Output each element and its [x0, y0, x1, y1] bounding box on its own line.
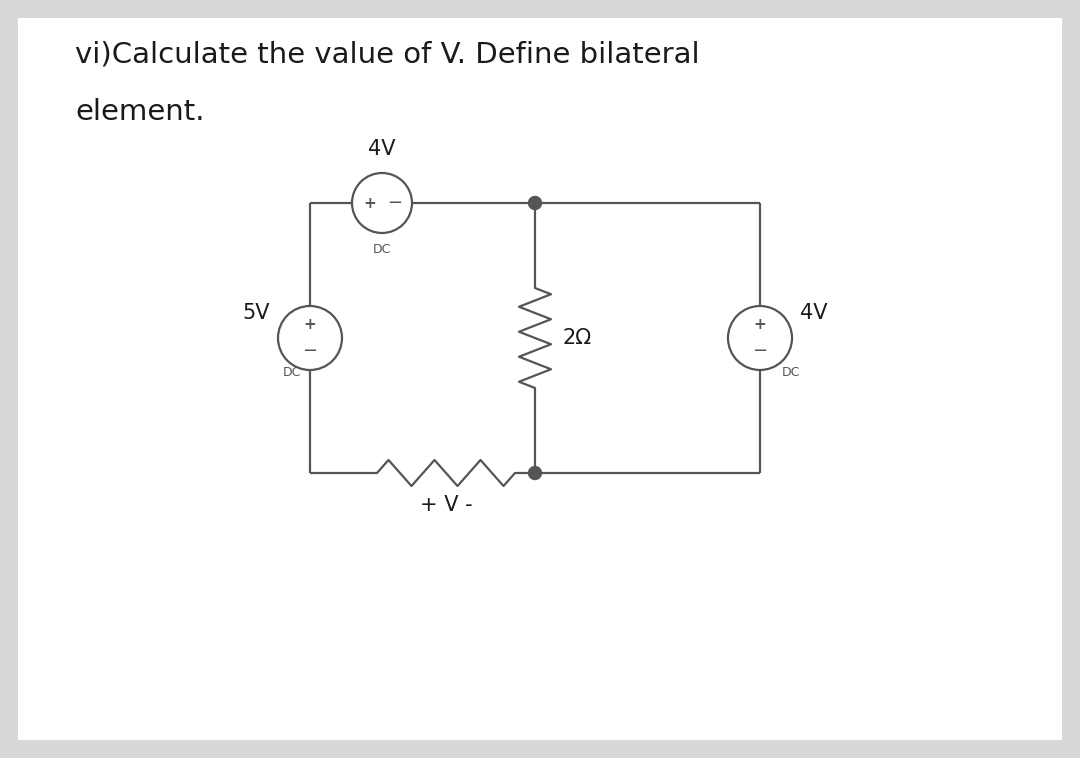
- FancyBboxPatch shape: [18, 18, 1062, 740]
- Text: −: −: [387, 194, 402, 212]
- Text: 4V: 4V: [800, 303, 827, 323]
- Circle shape: [528, 466, 541, 480]
- Text: 5V: 5V: [243, 303, 270, 323]
- Text: +: +: [754, 317, 767, 332]
- Text: DC: DC: [373, 243, 391, 256]
- Text: DC: DC: [283, 366, 301, 379]
- Text: 4V: 4V: [368, 139, 395, 159]
- Circle shape: [528, 196, 541, 209]
- Text: element.: element.: [75, 98, 204, 126]
- Text: + V -: + V -: [420, 495, 472, 515]
- Text: DC: DC: [782, 366, 800, 379]
- Text: −: −: [753, 343, 768, 361]
- Text: 2Ω: 2Ω: [563, 328, 592, 348]
- Text: +: +: [303, 317, 316, 332]
- Text: vi)Calculate the value of V. Define bilateral: vi)Calculate the value of V. Define bila…: [75, 40, 700, 68]
- Text: +: +: [363, 196, 376, 211]
- Text: −: −: [302, 343, 318, 361]
